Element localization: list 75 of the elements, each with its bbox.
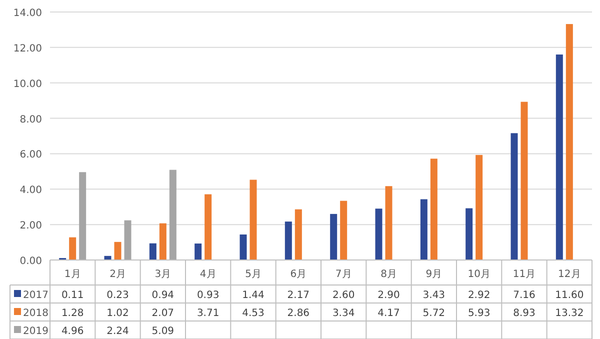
bar [420,199,428,260]
bar [250,180,257,260]
x-tick-label: 5月 [245,269,262,280]
x-tick-label: 1月 [64,269,81,280]
legend-label: 2017 [23,290,48,301]
x-tick-label: 9月 [426,269,442,280]
data-label: 3.43 [422,290,446,301]
data-label: 2.86 [287,308,310,319]
bar [69,237,76,260]
x-tick-label: 10月 [468,269,490,280]
data-label: 3.34 [332,308,355,319]
data-label: 1.28 [61,308,84,319]
data-label: 1.02 [106,308,129,319]
x-tick-label: 12月 [558,269,581,280]
x-tick-label: 3月 [154,269,172,280]
legend-label: 2019 [23,326,48,337]
bar [520,102,528,260]
y-tick-label: 6.00 [20,150,42,161]
y-tick-label: 12.00 [13,43,42,54]
bar [169,170,176,260]
data-label: 2.60 [332,290,355,301]
data-label: 0.23 [106,290,129,301]
bar [294,209,302,260]
data-label: 5.09 [152,326,174,337]
data-label: 5.72 [422,308,446,319]
x-tick-label: 7月 [335,269,352,280]
bar [284,222,292,260]
y-tick-label: 8.00 [20,114,42,126]
bar [340,200,348,260]
bar [375,208,382,260]
bar [159,223,166,260]
legend-label: 2018 [23,308,48,319]
data-label: 13.32 [555,308,584,319]
data-label: 2.24 [106,326,129,337]
y-tick-label: 2.00 [20,220,42,232]
bar [204,194,212,260]
data-label: 4.53 [242,308,264,319]
x-tick-label: 6月 [290,269,307,280]
data-label: 11.60 [555,290,584,301]
data-label: 4.96 [61,326,84,337]
bar [124,220,132,260]
data-label: 2.92 [468,290,490,301]
data-label: 2.07 [152,308,174,319]
bar [385,186,392,260]
bar [79,172,86,260]
bar [556,54,563,260]
data-label: 5.93 [468,308,490,319]
data-label: 2.17 [287,290,310,301]
bar [114,242,122,260]
y-tick-label: 4.00 [20,185,42,196]
data-label: 4.17 [378,308,400,319]
data-label: 2.90 [378,290,400,301]
bar [476,154,483,260]
bar [430,158,438,260]
bar [149,243,156,260]
bar [466,208,473,260]
data-label: 7.16 [513,290,536,301]
x-tick-label: 11月 [512,269,536,280]
bar [194,244,202,260]
data-label: 0.93 [196,290,220,301]
y-tick-label: 10.00 [13,78,42,90]
data-label: 1.44 [242,290,264,301]
y-tick-label: 14.00 [13,8,42,19]
data-label: 0.11 [61,290,84,301]
x-tick-label: 4月 [200,269,216,280]
y-tick-label: 0.00 [20,256,42,267]
bar [240,234,247,260]
bar [330,214,338,260]
bar [566,24,573,260]
data-label: 0.94 [152,290,174,301]
data-label: 8.93 [513,308,536,319]
data-label: 3.71 [196,308,220,319]
x-tick-label: 8月 [380,269,397,280]
bar [510,133,518,260]
x-tick-label: 2月 [110,269,126,280]
